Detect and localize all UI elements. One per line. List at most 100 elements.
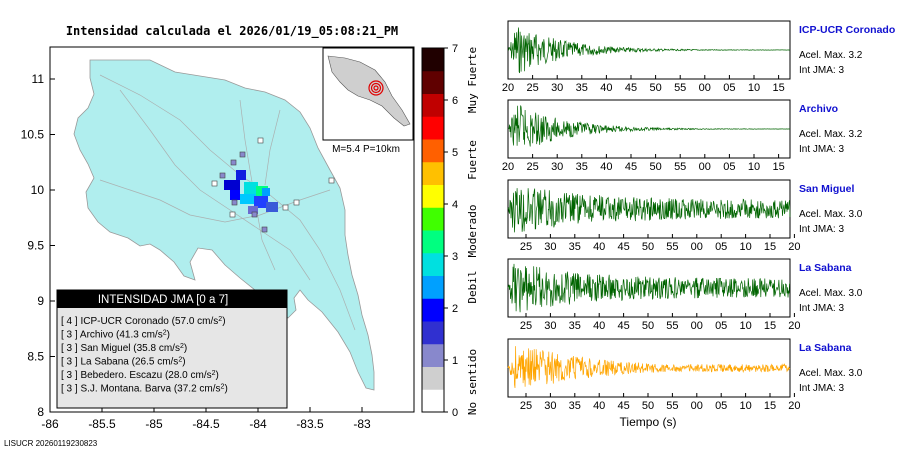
waveform-panel: 25 30 35 40 45 50 55 00 05 10 15 20 La Sabana Acel. M… xyxy=(507,258,863,332)
station-jma: Int JMA: 3 xyxy=(799,144,844,155)
colorbar-category-label: No sentido xyxy=(466,349,479,415)
legend-items: [ 4 ] ICP-UCR Coronado (57.0 cm/s2)[ 3 ]… xyxy=(61,316,228,395)
waveform-tick-label: 10 xyxy=(739,400,751,412)
map-x-tick-label: -86 xyxy=(41,417,59,431)
waveform-line xyxy=(507,346,791,389)
waveform-tick-label: 20 xyxy=(788,320,800,332)
legend-exp: 2 xyxy=(221,383,225,390)
intensity-cells xyxy=(224,170,278,214)
colorbar-tick-label: 3 xyxy=(452,251,458,263)
station-name: La Sabana xyxy=(799,262,852,274)
colorbar-tick-label: 6 xyxy=(452,95,458,107)
station-accel: Acel. Max. 3.0 xyxy=(799,209,863,220)
waveform-tick-label: 50 xyxy=(642,400,654,412)
legend-exp: 2 xyxy=(212,370,216,377)
legend-station: ICP-UCR Coronado xyxy=(80,316,171,327)
waveform-tick-label: 10 xyxy=(739,241,751,253)
waveform-tick-label: 35 xyxy=(569,320,581,332)
waveform-tick-label: 15 xyxy=(772,161,784,173)
legend-item: [ 3 ] San Miguel (35.8 cm/s2) xyxy=(61,343,187,355)
waveform-tick-label: 10 xyxy=(739,320,751,332)
map-y-tick-label: 11 xyxy=(32,72,45,86)
waveform-tick-label: 55 xyxy=(674,82,686,94)
waveform-tick-label: 00 xyxy=(699,82,711,94)
colorbar-tick-label: 4 xyxy=(452,199,458,211)
waveform-tick-label: 45 xyxy=(617,320,629,332)
waveform-tick-label: 00 xyxy=(691,241,703,253)
colorbar-segment xyxy=(422,298,444,322)
waveform-tick-label: 05 xyxy=(715,400,727,412)
map-axes: -86 -85.5 -85 -84.5 -84 -83.5 -83 11 10.5 10 9.5 9 8… xyxy=(21,72,371,431)
map-y-tick-label: 9.5 xyxy=(27,239,44,253)
waveform-panels: 20 25 30 35 40 45 50 55 00 05 10 15 ICP-UCR Coronado… xyxy=(502,20,895,412)
waveform-tick-label: 25 xyxy=(526,161,538,173)
waveform-tick-label: 25 xyxy=(520,241,532,253)
waveform-tick-label: 20 xyxy=(502,161,514,173)
waveform-tick-label: 50 xyxy=(649,82,661,94)
legend-value: (35.8 cm/s xyxy=(133,343,180,354)
waveform-tick-label: 40 xyxy=(593,400,605,412)
waveform-tick-label: 00 xyxy=(699,161,711,173)
station-accel: Acel. Max. 3.2 xyxy=(799,50,863,61)
legend-value: (28.0 cm/s xyxy=(165,370,212,381)
waveform-tick-label: 55 xyxy=(666,320,678,332)
waveform-tick-label: 00 xyxy=(691,400,703,412)
waveform-tick-label: 40 xyxy=(593,241,605,253)
waveform-tick-label: 30 xyxy=(551,82,563,94)
waveform-tick-label: 40 xyxy=(600,82,612,94)
map-x-tick-label: -84.5 xyxy=(192,417,220,431)
station-jma: Int JMA: 3 xyxy=(799,224,844,235)
figure-title: Intensidad calculada el 2026/01/19_05:08… xyxy=(66,24,398,39)
land-shape xyxy=(73,59,375,391)
legend-close: ) xyxy=(222,316,225,327)
waveform-tick-label: 30 xyxy=(544,241,556,253)
waveform-line xyxy=(507,263,791,313)
colorbar-segment xyxy=(422,389,444,413)
waveform-tick-label: 35 xyxy=(576,161,588,173)
waveform-tick-label: 50 xyxy=(649,161,661,173)
colorbar-tick-label: 7 xyxy=(452,43,458,55)
legend-box xyxy=(56,289,288,409)
waveform-tick-label: 50 xyxy=(642,320,654,332)
map-y-tick-label: 10.5 xyxy=(21,128,45,142)
map-x-tick-label: -84 xyxy=(249,417,267,431)
colorbar-segment xyxy=(422,161,444,185)
legend-value: (37.2 cm/s xyxy=(174,384,221,395)
station-jma: Int JMA: 3 xyxy=(799,303,844,314)
waveform-tick-label: 10 xyxy=(748,161,760,173)
legend-value: (41.3 cm/s xyxy=(116,330,163,341)
station-name: Archivo xyxy=(799,103,838,115)
waveform-panel: 25 30 35 40 45 50 55 00 05 10 15 20 San Miguel Acel. … xyxy=(507,179,863,253)
waveform-tick-label: 25 xyxy=(520,320,532,332)
legend-item: [ 3 ] Archivo (41.3 cm/s2) xyxy=(61,329,170,341)
waveform-tick-label: 40 xyxy=(593,320,605,332)
waveform-tick-label: 15 xyxy=(764,320,776,332)
waveform-tick-label: 30 xyxy=(544,400,556,412)
legend-exp: 2 xyxy=(163,329,167,336)
legend-station: San Miguel xyxy=(80,343,133,354)
x-axis-label: Tiempo (s) xyxy=(620,415,677,429)
colorbar-segment xyxy=(422,207,444,231)
station-name: La Sabana xyxy=(799,342,852,354)
waveform-tick-label: 30 xyxy=(544,320,556,332)
colorbar: 0 1 2 3 4 5 6 7 No sentido Debil Moderado Fuerte Muy… xyxy=(421,43,479,419)
waveform-tick-label: 25 xyxy=(520,400,532,412)
legend-close: ) xyxy=(182,357,185,368)
waveform-tick-label: 10 xyxy=(748,82,760,94)
waveform-tick-label: 30 xyxy=(551,161,563,173)
legend-close: ) xyxy=(224,384,227,395)
colorbar-segment xyxy=(422,366,444,390)
waveform-line xyxy=(507,188,791,233)
map-y-tick-label: 8.5 xyxy=(27,350,44,364)
colorbar-segment xyxy=(422,275,444,299)
station-accel: Acel. Max. 3.2 xyxy=(799,129,863,140)
legend-exp: 2 xyxy=(180,343,184,350)
waveform-tick-label: 05 xyxy=(723,82,735,94)
waveform-tick-label: 50 xyxy=(642,241,654,253)
legend-level: [ 3 ] xyxy=(61,357,80,368)
colorbar-tick-label: 2 xyxy=(452,303,458,315)
legend-value: (26.5 cm/s xyxy=(132,357,179,368)
waveform-tick-label: 55 xyxy=(666,241,678,253)
station-name: ICP-UCR Coronado xyxy=(799,24,895,36)
colorbar-segment xyxy=(422,70,444,94)
